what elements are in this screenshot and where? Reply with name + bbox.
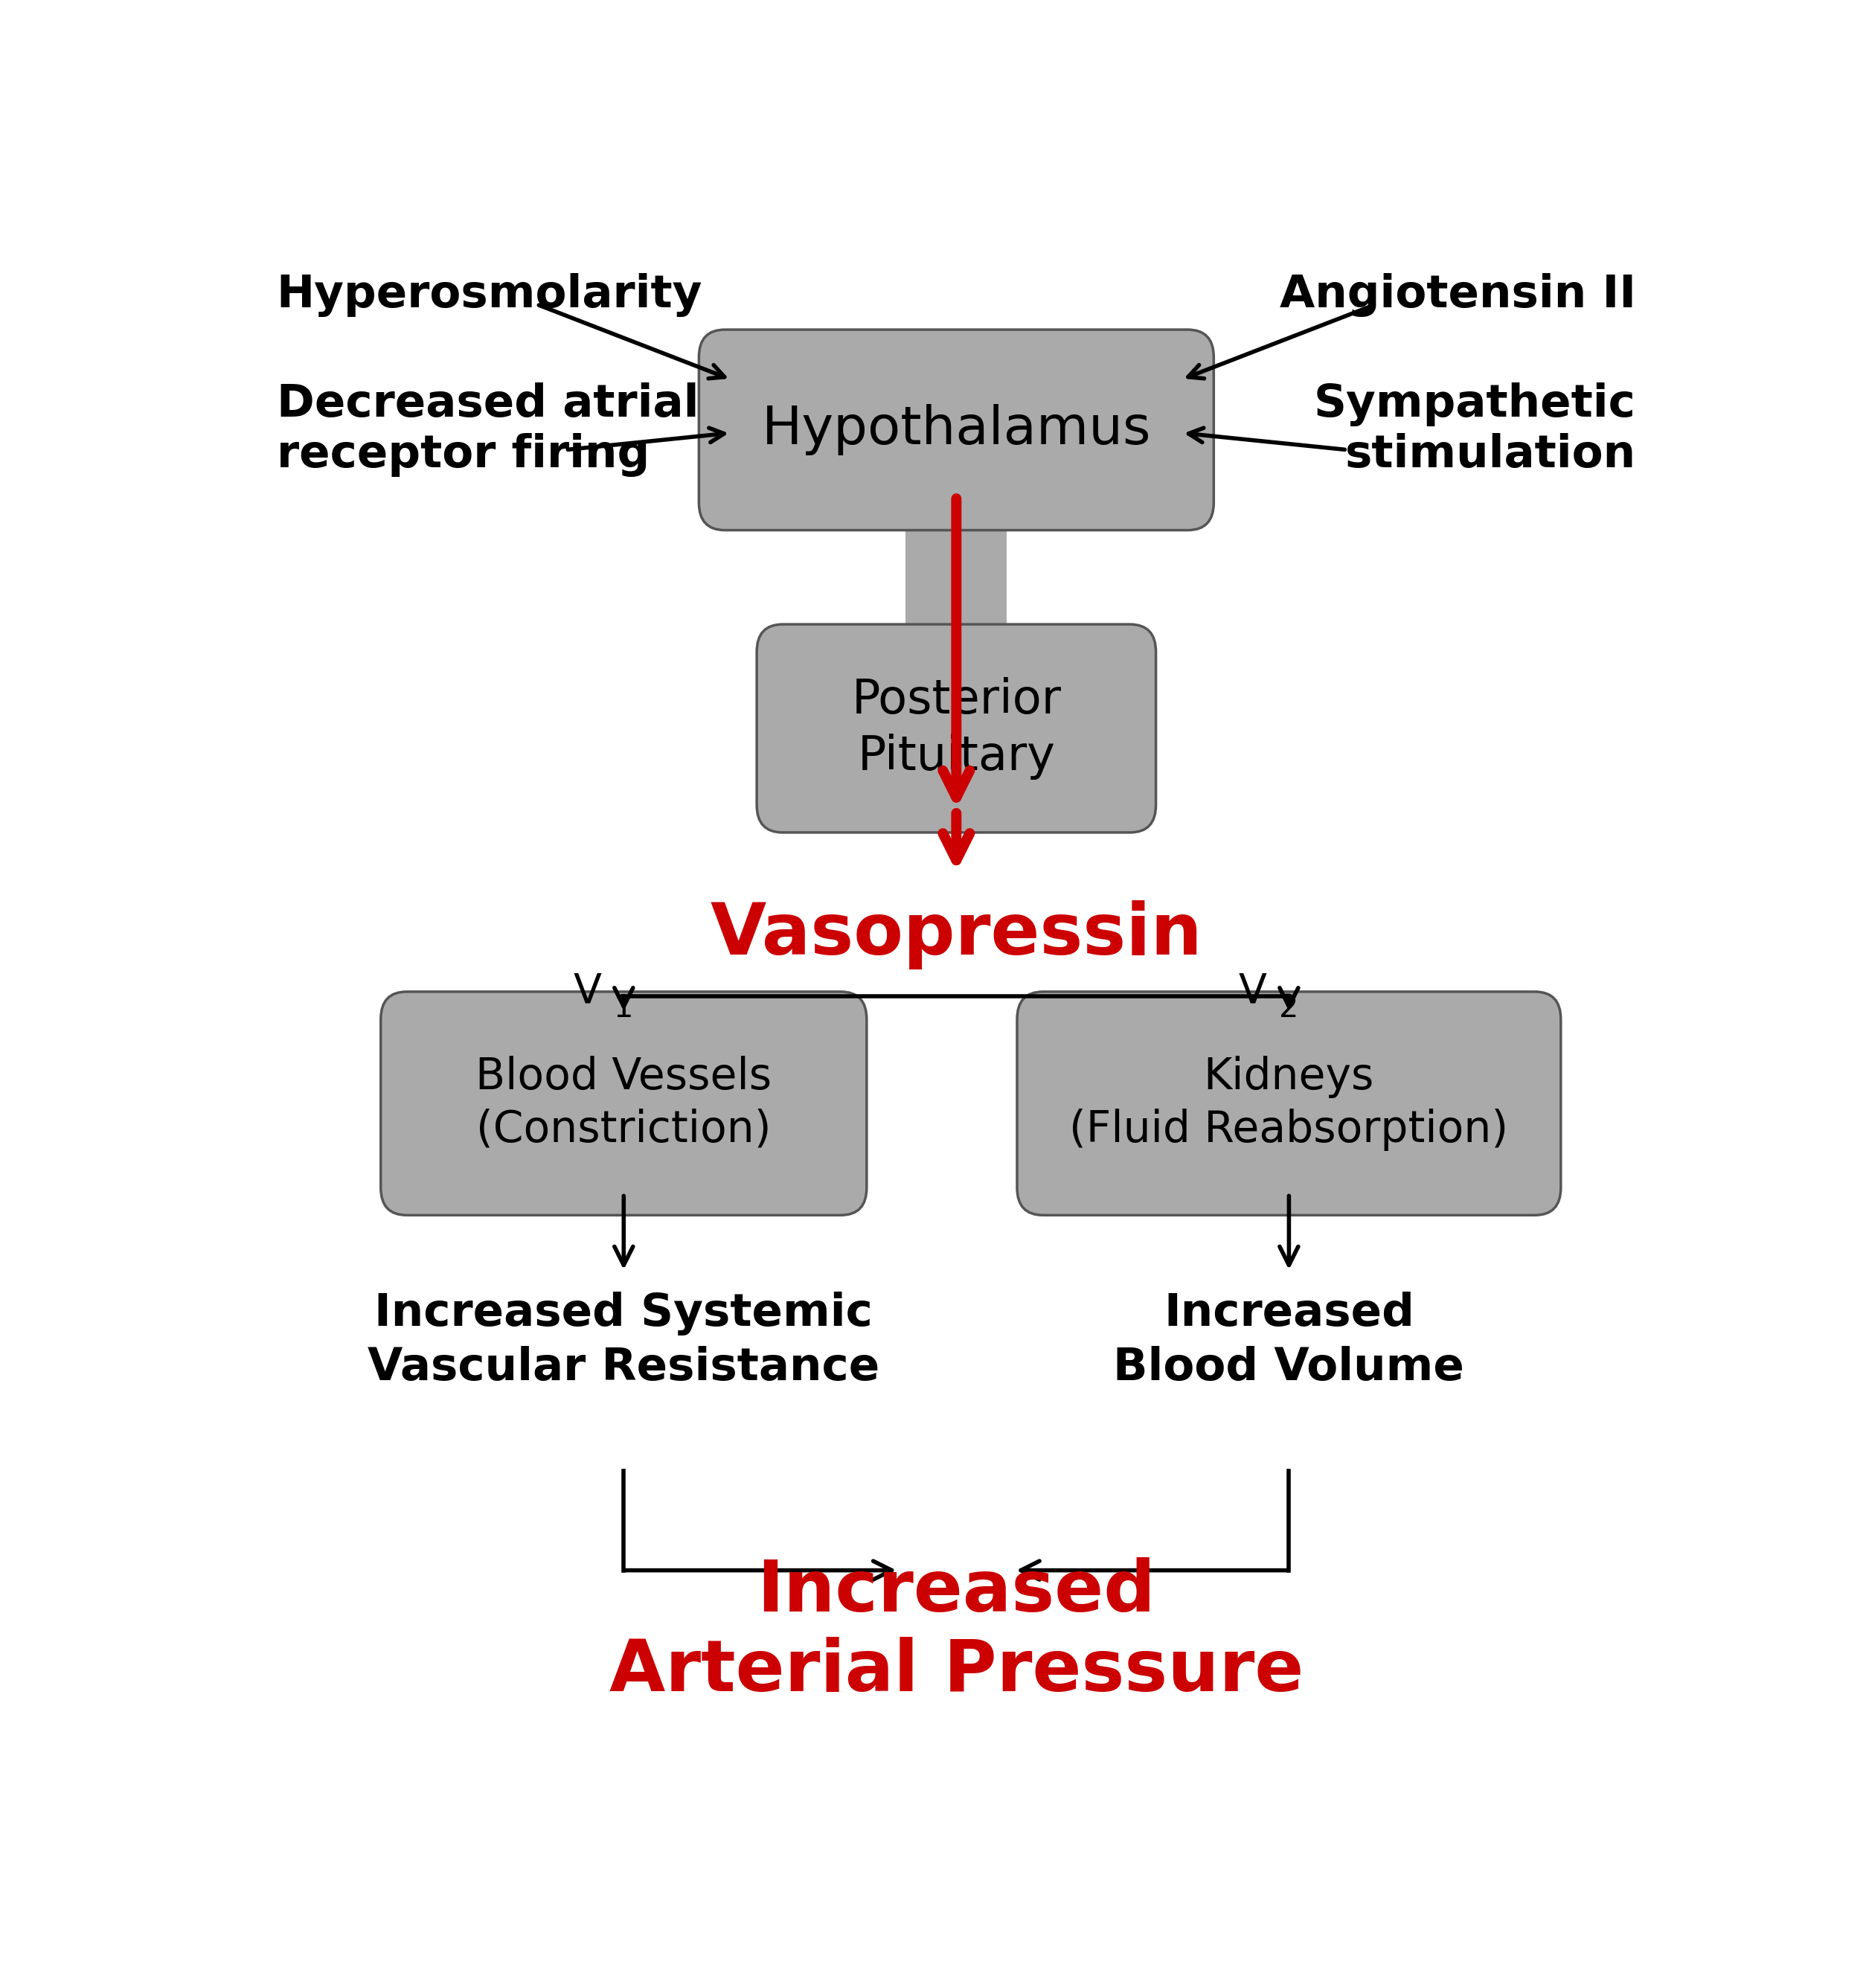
Text: V: V	[1239, 972, 1267, 1012]
Text: Hyperosmolarity: Hyperosmolarity	[276, 272, 703, 318]
FancyBboxPatch shape	[700, 330, 1213, 531]
Text: Increased
Arterial Pressure: Increased Arterial Pressure	[608, 1557, 1304, 1706]
FancyBboxPatch shape	[758, 624, 1155, 833]
Text: Angiotensin II: Angiotensin II	[1280, 272, 1636, 318]
Text: Posterior
Pituitary: Posterior Pituitary	[851, 676, 1062, 779]
Text: 2: 2	[1278, 992, 1299, 1024]
Text: Vasopressin: Vasopressin	[711, 901, 1202, 970]
FancyBboxPatch shape	[1017, 992, 1560, 1215]
Text: Hypothalamus: Hypothalamus	[761, 404, 1151, 455]
Text: Increased Systemic
Vascular Resistance: Increased Systemic Vascular Resistance	[368, 1292, 879, 1390]
Text: V: V	[573, 972, 601, 1012]
FancyBboxPatch shape	[905, 503, 1008, 652]
Text: Blood Vessels
(Constriction): Blood Vessels (Constriction)	[476, 1056, 773, 1151]
Text: Sympathetic
stimulation: Sympathetic stimulation	[1314, 382, 1636, 477]
FancyBboxPatch shape	[381, 992, 866, 1215]
Text: Kidneys
(Fluid Reabsorption): Kidneys (Fluid Reabsorption)	[1069, 1056, 1508, 1151]
Text: Increased
Blood Volume: Increased Blood Volume	[1114, 1292, 1465, 1390]
Text: Decreased atrial
receptor firing: Decreased atrial receptor firing	[276, 382, 700, 477]
Text: 1: 1	[614, 992, 633, 1024]
